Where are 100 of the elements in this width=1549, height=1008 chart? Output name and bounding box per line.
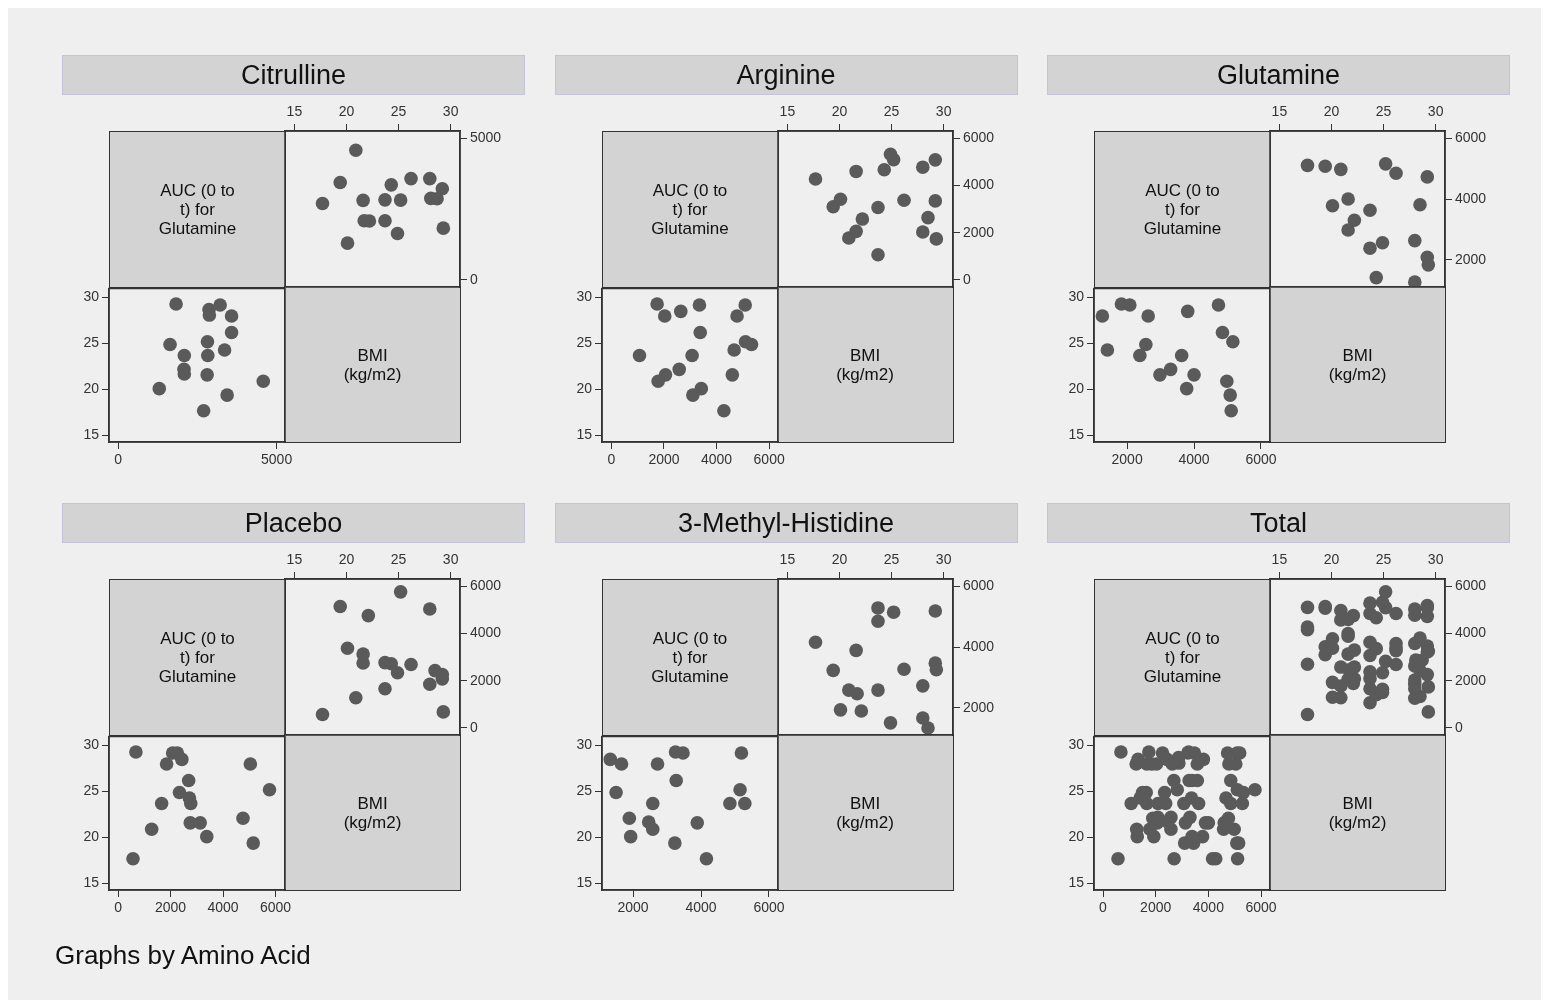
x-tick-label: 2000 — [1140, 899, 1172, 916]
y-axis-title: AUC (0 to t) for Glutamine — [650, 181, 730, 238]
y-axis-title: AUC (0 to t) for Glutamine — [157, 181, 238, 238]
y-tick-label: 20 — [1068, 380, 1085, 397]
point — [224, 325, 239, 340]
point — [1153, 368, 1167, 382]
x-tick-label: 4000 — [1178, 451, 1210, 468]
point — [1375, 235, 1390, 250]
y-tick-label: 0 — [1455, 718, 1463, 735]
point — [1347, 213, 1362, 228]
point — [163, 337, 177, 352]
point — [896, 193, 911, 207]
x-tick-label: 20 — [1323, 103, 1340, 120]
x-tick-label: 15 — [779, 103, 795, 120]
point — [929, 232, 943, 246]
point — [632, 348, 646, 363]
point — [169, 297, 183, 311]
point — [196, 403, 211, 418]
point — [315, 707, 330, 722]
y-tick-label: 0 — [470, 270, 478, 287]
point — [1341, 192, 1355, 206]
point — [262, 782, 277, 797]
point — [172, 785, 187, 800]
y-tick-label: 4000 — [962, 637, 994, 654]
point — [883, 716, 897, 730]
point — [428, 663, 442, 678]
point — [1300, 158, 1315, 173]
point — [650, 757, 664, 771]
point — [435, 181, 450, 196]
point — [667, 836, 682, 850]
y-axis-title: AUC (0 to t) for Glutamine — [157, 629, 238, 686]
y-tick-label: 30 — [1068, 736, 1085, 753]
point — [608, 785, 623, 800]
y-tick-label: 15 — [83, 874, 100, 891]
y-tick-label: 30 — [575, 736, 592, 753]
point — [213, 298, 227, 312]
y-tick-label: 30 — [1068, 288, 1085, 305]
text: Graphs by Amino Acid — [55, 940, 311, 971]
y-tick-label: 6000 — [962, 577, 994, 594]
x-tick-label: 15 — [286, 551, 303, 568]
point — [422, 602, 437, 616]
x-axis-title: BMI (kg/m2) — [342, 793, 403, 832]
point — [927, 656, 942, 670]
y-tick-label: 20 — [83, 828, 100, 845]
point — [361, 608, 376, 623]
y-axis-title: AUC (0 to t) for Glutamine — [1142, 181, 1223, 238]
y-tick-label: 2000 — [1455, 671, 1487, 688]
y-tick-label: 6000 — [1455, 129, 1487, 146]
point — [1363, 241, 1377, 255]
y-tick-label: 6000 — [1455, 577, 1487, 594]
x-tick-label: 5000 — [261, 451, 293, 468]
x-tick-label: 30 — [1427, 103, 1444, 120]
point — [384, 178, 399, 192]
x-tick-label: 4000 — [207, 899, 239, 916]
y-tick-label: 0 — [470, 718, 478, 735]
point — [623, 829, 637, 844]
point — [870, 601, 885, 615]
point — [236, 811, 250, 826]
point — [671, 362, 686, 377]
point — [915, 679, 930, 693]
point — [927, 194, 942, 208]
x-axis-title: BMI (kg/m2) — [835, 793, 895, 832]
y-tick-label: 15 — [83, 426, 100, 443]
y-tick-label: 2000 — [962, 698, 994, 715]
point — [422, 171, 437, 186]
y-tick-label: 6000 — [470, 577, 502, 594]
point — [657, 309, 672, 323]
point — [333, 599, 348, 614]
point — [404, 171, 418, 186]
point — [855, 212, 869, 226]
point — [927, 153, 942, 167]
point — [1141, 309, 1156, 323]
point — [1220, 374, 1234, 389]
y-tick-label: 25 — [575, 334, 592, 351]
point — [920, 210, 935, 225]
point — [378, 655, 392, 670]
point — [1211, 298, 1226, 312]
y-tick-label: 4000 — [470, 624, 502, 641]
point — [915, 160, 930, 174]
point — [692, 325, 707, 340]
point — [340, 641, 355, 655]
x-tick-label: 4000 — [1192, 899, 1225, 916]
x-tick-label: 6000 — [1245, 899, 1277, 916]
x-axis-title: BMI (kg/m2) — [835, 345, 895, 384]
point — [217, 343, 232, 357]
x-tick-label: 6000 — [259, 899, 292, 916]
point — [200, 334, 215, 349]
point — [920, 721, 935, 735]
x-tick-label: 0 — [1099, 899, 1108, 916]
point — [378, 213, 392, 228]
point — [841, 683, 856, 697]
point — [896, 662, 911, 676]
x-tick-label: 2000 — [154, 899, 187, 916]
point — [685, 388, 700, 402]
point — [1318, 159, 1333, 174]
point — [1334, 162, 1348, 177]
chart-title: Glutamine — [1047, 55, 1510, 95]
x-tick-label: 30 — [1427, 551, 1444, 568]
point — [144, 822, 159, 837]
x-tick-label: 2000 — [1111, 451, 1143, 468]
